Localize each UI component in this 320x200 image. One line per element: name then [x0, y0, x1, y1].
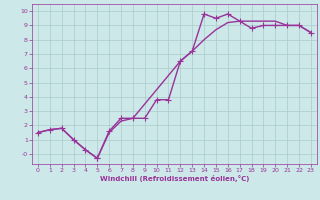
X-axis label: Windchill (Refroidissement éolien,°C): Windchill (Refroidissement éolien,°C): [100, 175, 249, 182]
